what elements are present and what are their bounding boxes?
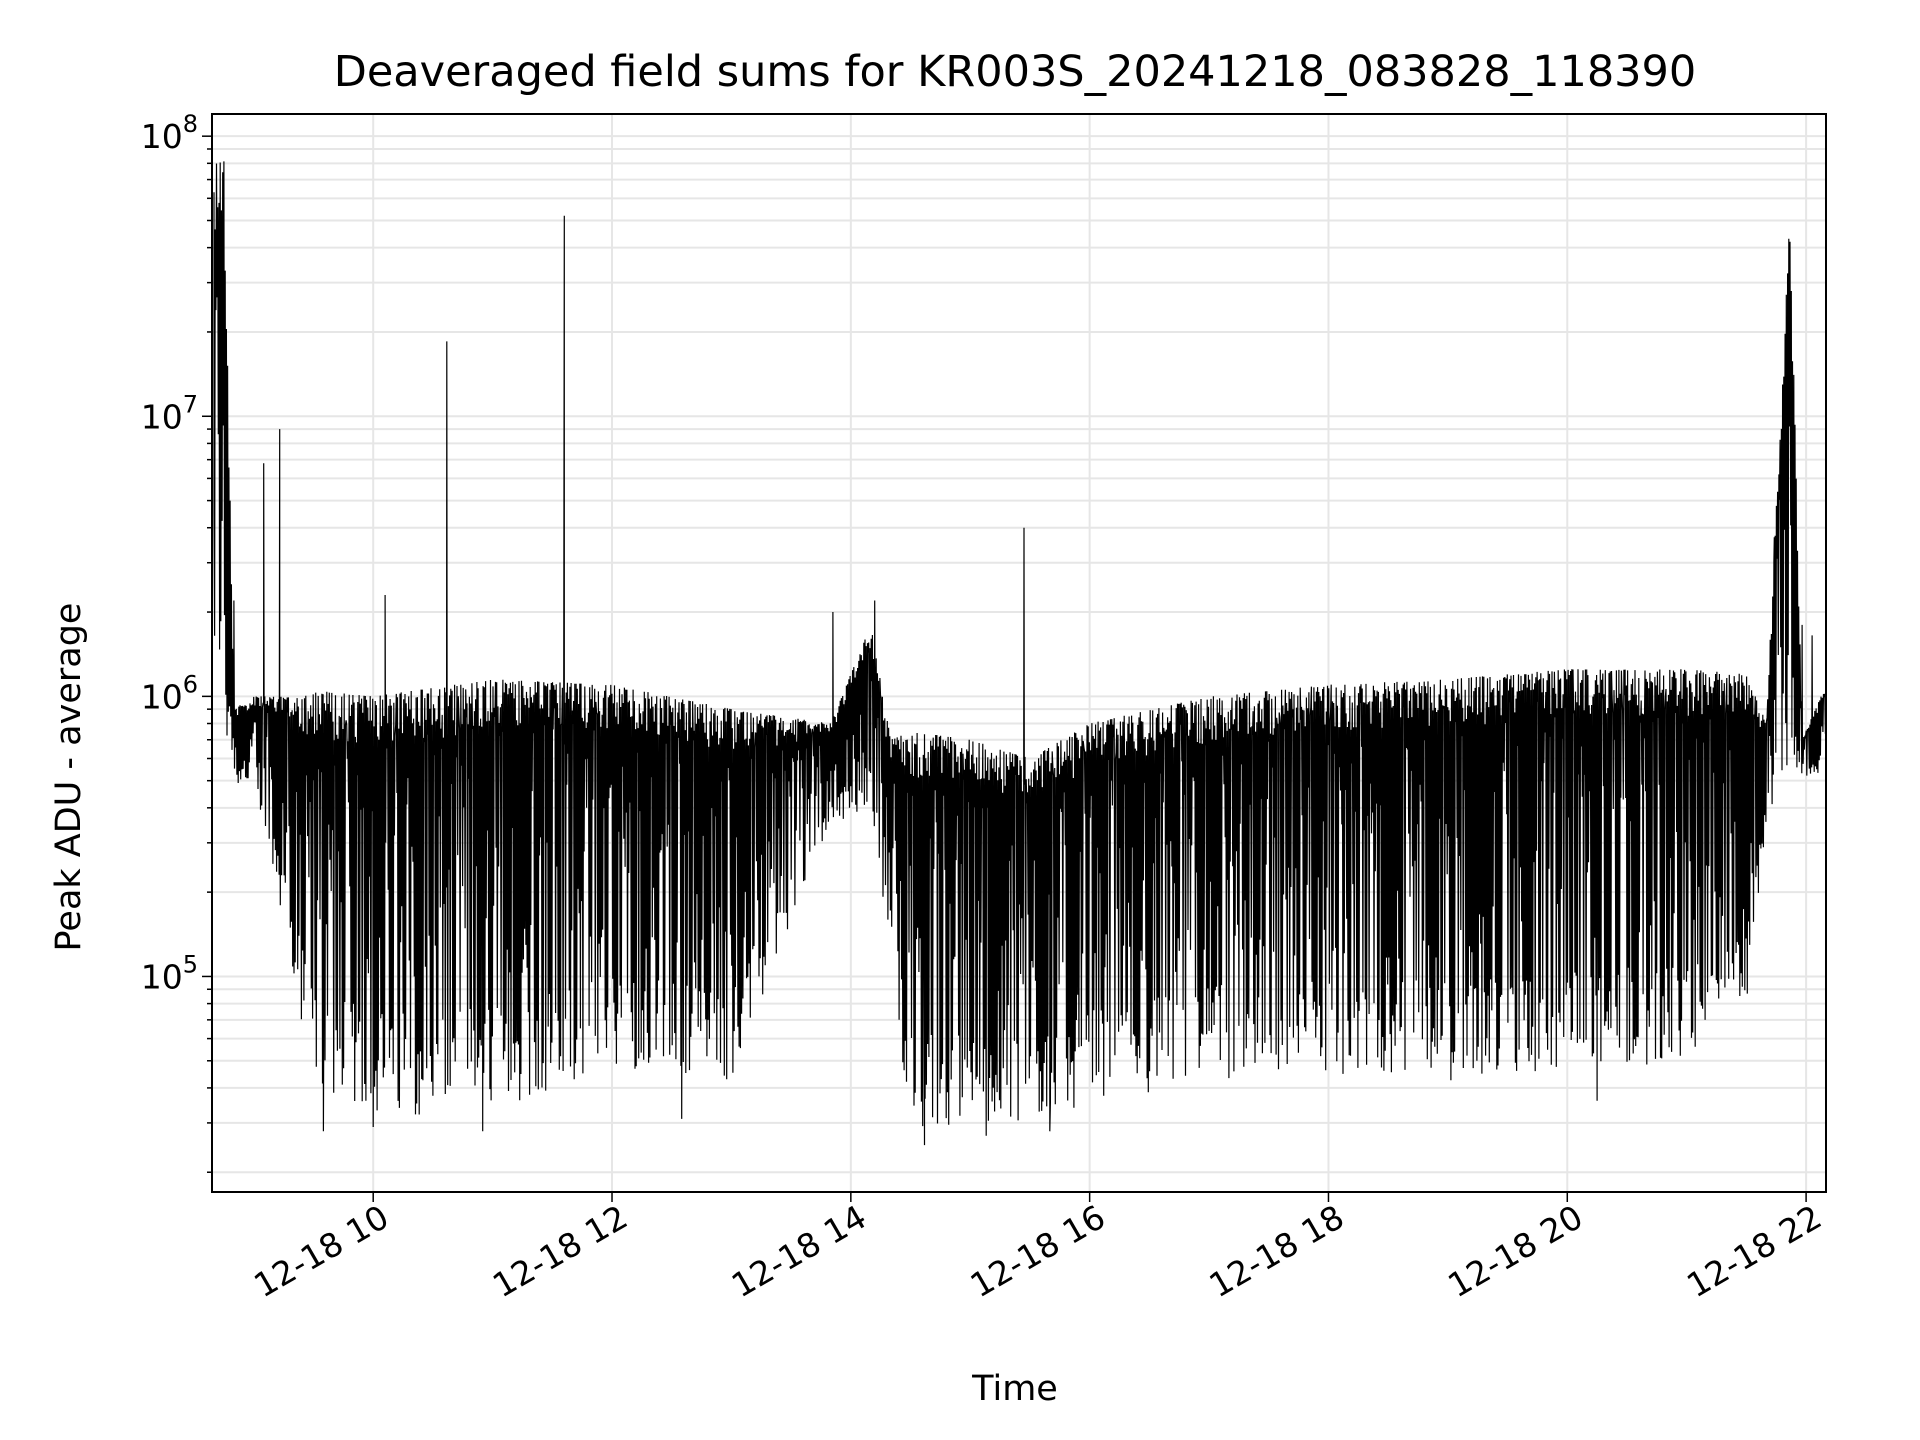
x-axis-label: Time <box>971 1369 1058 1409</box>
series-line <box>213 161 1827 1146</box>
y-tick-label: 105 <box>141 950 198 996</box>
plot-frame <box>211 113 1827 1193</box>
y-axis-label: Peak ADU - average <box>49 603 89 952</box>
y-tick-exponent: 7 <box>183 390 198 418</box>
y-tick-exponent: 8 <box>183 110 198 138</box>
y-tick-label: 106 <box>141 670 198 716</box>
y-tick-label: 108 <box>141 110 198 156</box>
y-tick-base: 10 <box>141 957 183 996</box>
y-tick-base: 10 <box>141 677 183 716</box>
chart-title: Deaveraged field sums for KR003S_2024121… <box>334 47 1697 97</box>
series-path <box>213 161 1827 1146</box>
y-tick-base: 10 <box>141 117 183 156</box>
y-tick-exponent: 6 <box>183 670 198 698</box>
y-tick-exponent: 5 <box>183 950 198 978</box>
y-tick-base: 10 <box>141 397 183 436</box>
y-tick-label: 107 <box>141 390 198 436</box>
